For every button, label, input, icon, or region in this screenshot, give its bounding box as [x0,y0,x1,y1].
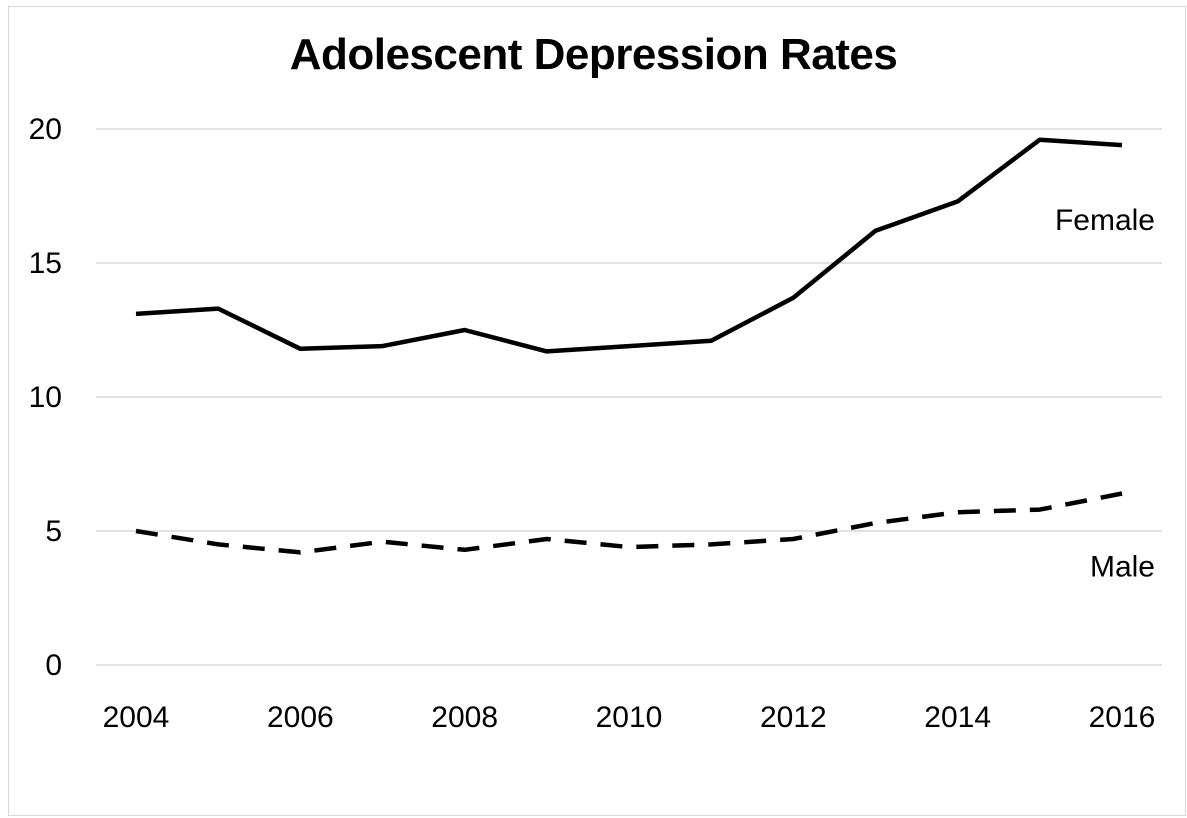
y-tick-label: 20 [29,113,62,146]
y-tick-label: 15 [29,247,62,280]
series-lines [135,137,1123,555]
series-label-male: Male [1090,550,1155,583]
x-tick-label: 2008 [431,701,498,734]
x-tick-label: 2014 [924,701,991,734]
x-tick-label: 2004 [103,701,170,734]
series-label-female: Female [1055,204,1155,237]
x-tick-label: 2016 [1089,701,1156,734]
y-tick-label: 5 [45,515,62,548]
y-tick-label: 0 [45,649,62,682]
series-labels: Female Male [1055,204,1155,583]
series-line-male [135,491,1123,555]
gridlines [96,128,1162,666]
x-tick-label: 2006 [267,701,334,734]
x-axis-tick-labels: 2004 2006 2008 2010 2012 2014 2016 [103,701,1156,734]
series-line-female [135,137,1123,354]
x-tick-label: 2012 [760,701,827,734]
y-axis-tick-labels: 0 5 10 15 20 [29,113,62,682]
x-tick-label: 2010 [596,701,663,734]
y-tick-label: 10 [29,381,62,414]
chart-frame [8,6,1186,816]
chart-title: Adolescent Depression Rates [289,30,898,79]
